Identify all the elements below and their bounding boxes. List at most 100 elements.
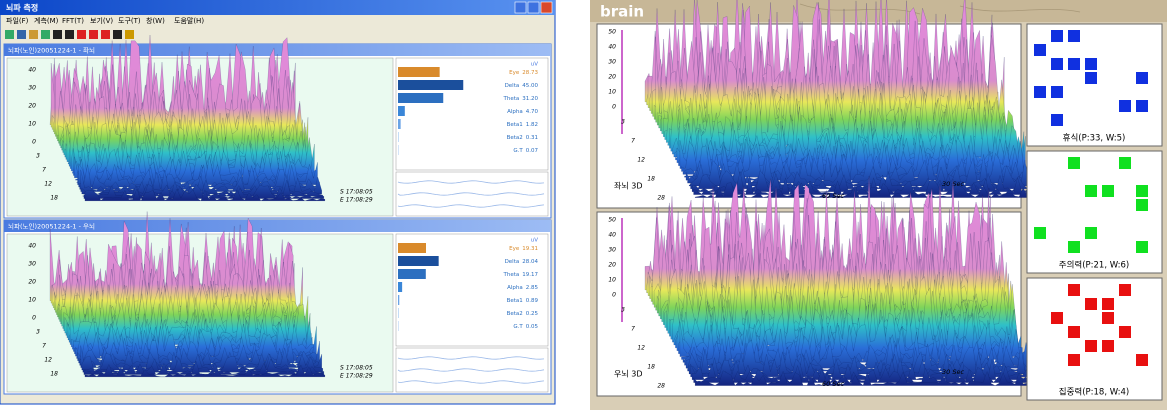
z-axis-label: 40 — [608, 232, 616, 239]
grid-cell — [1051, 58, 1063, 70]
band-bar — [398, 80, 464, 90]
grid-cell — [1051, 312, 1063, 324]
freq-axis-label: 7 — [631, 138, 635, 145]
grid-panel — [1026, 150, 1163, 274]
band-bar — [398, 308, 399, 318]
grid-panel — [1026, 277, 1163, 401]
toolbar-button[interactable] — [125, 30, 134, 39]
surface-3d — [49, 211, 326, 378]
toolbar-button[interactable] — [77, 30, 86, 39]
grid-cell — [1085, 72, 1097, 84]
grid-cell — [1119, 326, 1131, 338]
band-name: Eye — [509, 70, 520, 76]
grid-cell — [1136, 72, 1148, 84]
grid-cell — [1068, 354, 1080, 366]
z-axis-label: 20 — [28, 103, 36, 110]
window-button[interactable] — [540, 1, 553, 14]
toolbar-button[interactable] — [101, 30, 110, 39]
toolbar-button[interactable] — [65, 30, 74, 39]
end-time: E 17:08:29 — [340, 373, 373, 380]
toolbar-button[interactable] — [17, 30, 26, 39]
surface-row — [59, 255, 300, 322]
z-axis-label: 40 — [28, 243, 36, 250]
toolbar-button[interactable] — [29, 30, 38, 39]
toolbar-button[interactable] — [5, 30, 14, 39]
child-title: 뇌파(노인)20051224-1 - 좌뇌 — [8, 46, 95, 55]
band-name: Delta — [505, 83, 520, 89]
wave-line — [397, 204, 545, 208]
band-value: 0.05 — [526, 324, 539, 330]
menu-item[interactable]: 보기(V) — [90, 16, 113, 25]
wave-line — [397, 368, 545, 372]
grid-cell — [1136, 354, 1148, 366]
grid-cell — [1034, 227, 1046, 239]
band-value: 4.70 — [526, 109, 539, 115]
surface-3d — [49, 34, 326, 202]
freq-axis-label: 12 — [637, 345, 645, 352]
z-axis-label: 40 — [28, 67, 36, 74]
z-axis-label: 50 — [608, 217, 616, 224]
wave-line — [397, 356, 545, 360]
grid-cell — [1102, 298, 1114, 310]
z-axis-label: 10 — [608, 89, 616, 96]
grid-cell — [1068, 284, 1080, 296]
surface-3d — [644, 176, 1040, 386]
plot-label: 우뇌 3D — [614, 370, 643, 379]
grid-panel — [1026, 23, 1163, 147]
menu-item[interactable]: FFT(T) — [62, 17, 84, 25]
grid-cell — [1068, 326, 1080, 338]
band-value: 19.17 — [522, 272, 538, 278]
unit-label: uV — [531, 62, 538, 68]
toolbar-button[interactable] — [89, 30, 98, 39]
band-label: Theta 31.20 — [502, 96, 538, 102]
freq-axis-label: 3 — [36, 153, 40, 160]
z-axis-label: 0 — [612, 292, 616, 299]
band-bar — [398, 243, 426, 253]
child-title-bar — [4, 220, 551, 232]
band-label: Delta 45.00 — [505, 83, 539, 89]
menu-item[interactable]: 파일(F) — [6, 16, 29, 25]
time-label: 30 Sec — [942, 180, 964, 188]
start-time: S 17:08:05 — [340, 189, 373, 196]
band-bar — [398, 67, 440, 77]
menu-item[interactable]: 창(W) — [146, 17, 165, 25]
z-axis-label: 30 — [28, 85, 36, 92]
grid-cell — [1119, 284, 1131, 296]
band-name: Beta1 — [507, 298, 523, 304]
toolbar-button[interactable] — [53, 30, 62, 39]
toolbar-button[interactable] — [41, 30, 50, 39]
band-label: Delta 28.04 — [505, 259, 539, 265]
band-value: 0.89 — [526, 298, 539, 304]
start-time: S 17:08:05 — [340, 365, 373, 372]
window-button[interactable] — [527, 1, 540, 14]
grid-cell — [1034, 44, 1046, 56]
band-label: Beta1 1.82 — [507, 122, 538, 128]
menu-item[interactable]: 도움말(H) — [174, 17, 204, 25]
band-label: Eye 28.73 — [509, 70, 538, 76]
surface-row — [84, 188, 326, 202]
toolbar-button[interactable] — [113, 30, 122, 39]
time-label: 30 Sec — [942, 368, 964, 376]
grid-cell — [1136, 241, 1148, 253]
menu-item[interactable]: 도구(T) — [118, 17, 141, 25]
band-bar — [398, 93, 444, 103]
freq-axis-label: 18 — [50, 371, 58, 378]
band-label: Beta2 0.31 — [507, 135, 538, 141]
wave-line — [397, 180, 545, 184]
band-name: Beta2 — [507, 311, 523, 317]
window-button[interactable] — [514, 1, 527, 14]
grid-cell — [1085, 58, 1097, 70]
surface-3d — [644, 0, 1040, 198]
freq-axis-label: 18 — [647, 364, 655, 371]
plot-label: 좌뇌 3D — [614, 182, 643, 191]
menu-item[interactable]: 계측(M) — [34, 16, 59, 25]
z-axis-label: 20 — [28, 279, 36, 286]
band-name: Alpha — [507, 109, 523, 115]
band-bar — [398, 119, 401, 129]
band-label: Alpha 2.85 — [507, 285, 538, 291]
band-value: 28.73 — [522, 70, 538, 76]
z-axis-label: 0 — [32, 139, 36, 146]
band-label: G.T 0.07 — [513, 148, 538, 154]
title-bar — [0, 0, 555, 15]
